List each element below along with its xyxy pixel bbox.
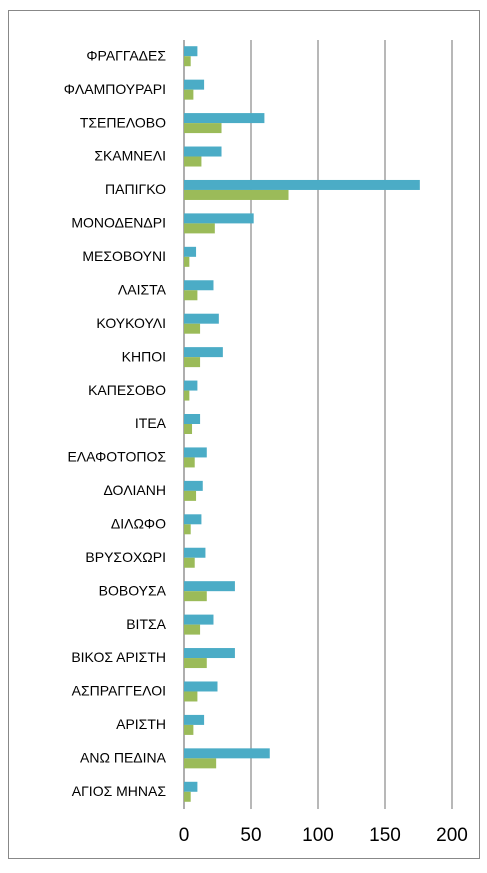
bar [184, 146, 222, 157]
bar [184, 648, 235, 659]
y-tick-label: ΦΡΑΓΓΑΔΕΣ [86, 47, 166, 63]
bar [184, 457, 195, 468]
bar [184, 79, 205, 90]
bar [184, 658, 207, 669]
y-tick-label: ΕΛΑΦΟΤΟΠΟΣ [67, 449, 166, 465]
bar [184, 624, 201, 635]
bar [184, 748, 270, 759]
bar [184, 89, 194, 100]
x-tick-label: 50 [240, 825, 261, 846]
bar [184, 691, 198, 702]
bar [184, 156, 202, 167]
bar [184, 791, 191, 802]
bar [184, 46, 198, 57]
y-tick-label: ΑΓΙΟΣ ΜΗΝΑΣ [72, 783, 167, 799]
bar [184, 313, 219, 324]
bar [184, 213, 254, 224]
x-tick-label: 100 [302, 825, 334, 846]
y-tick-label: ΜΟΝΟΔΕΝΔΡΙ [71, 215, 166, 231]
bar [184, 514, 202, 525]
bar [184, 581, 235, 592]
bar [184, 123, 222, 134]
bar [184, 179, 420, 190]
x-tick-label: 150 [369, 825, 401, 846]
y-tick-label: ΑΣΠΡΑΓΓΕΛΟΙ [72, 683, 166, 699]
bar [184, 591, 207, 602]
y-tick-label: ΔΟΛΙΑΝΗ [104, 482, 167, 498]
bar [184, 480, 203, 491]
x-tick-label: 0 [179, 825, 190, 846]
bar [184, 447, 207, 458]
y-tick-label: ΛΑΙΣΤΑ [118, 281, 167, 297]
bar [184, 490, 197, 501]
y-tick-label: ΦΛΑΜΠΟΥΡΑΡΙ [64, 81, 166, 97]
bar [184, 347, 223, 358]
y-tick-label: ΑΝΩ ΠΕΔΙΝΑ [80, 750, 167, 766]
bar [184, 246, 197, 257]
x-tick-label: 200 [436, 825, 468, 846]
y-tick-label: ΒΙΚΟΣ ΑΡΙΣΤΗ [71, 649, 166, 665]
bar [184, 223, 215, 234]
y-tick-label: ΠΑΠΙΓΚΟ [105, 181, 166, 197]
bar [184, 113, 265, 124]
y-tick-label: ΚΗΠΟΙ [122, 348, 166, 364]
bar [184, 547, 206, 558]
y-tick-label: ΒΙΤΣΑ [126, 616, 166, 632]
bar [184, 424, 193, 434]
bar [184, 414, 201, 424]
bar [184, 724, 194, 735]
bar [184, 280, 214, 291]
y-tick-label: ΚΑΠΕΣΟΒΟ [88, 382, 166, 398]
bar [184, 189, 289, 200]
bar [184, 557, 195, 568]
bar [184, 256, 190, 267]
y-tick-label: ΜΕΣΟΒΟΥΝΙ [82, 248, 166, 264]
bar [184, 524, 191, 535]
y-tick-label: ΑΡΙΣΤΗ [116, 716, 166, 732]
bar [184, 323, 201, 334]
y-tick-label: ΒΟΒΟΥΣΑ [99, 582, 167, 598]
y-tick-label: ΚΟΥΚΟΥΛΙ [96, 315, 166, 331]
y-tick-label: ΔΙΛΩΦΟ [111, 516, 166, 532]
bar [184, 390, 190, 401]
y-tick-label: ΒΡΥΣΟΧΩΡΙ [85, 549, 166, 565]
y-tick-label: ΙΤΕΑ [135, 415, 167, 431]
bar [184, 357, 201, 368]
bar [184, 781, 198, 792]
bar [184, 758, 217, 769]
bar [184, 614, 214, 625]
chart-border [8, 10, 480, 859]
bar [184, 56, 191, 67]
y-tick-label: ΣΚΑΜΝΕΛΙ [94, 148, 166, 164]
bar [184, 380, 198, 391]
y-tick-label: ΤΣΕΠΕΛΟΒΟ [80, 114, 166, 130]
bar [184, 714, 205, 725]
bar [184, 290, 198, 301]
bar [184, 681, 218, 692]
